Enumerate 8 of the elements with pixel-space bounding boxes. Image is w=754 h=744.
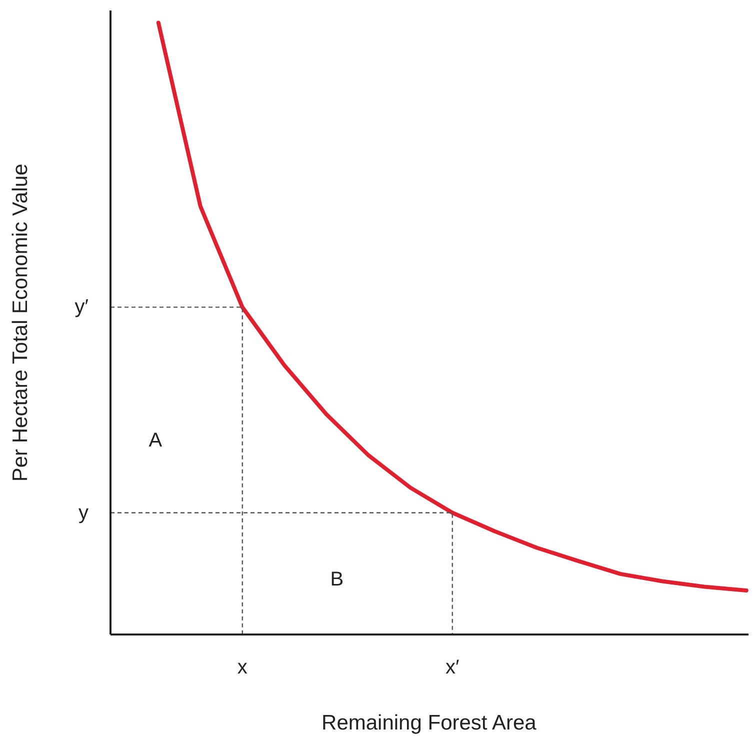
- annotation: A: [148, 430, 163, 452]
- ref-line-label: y′: [74, 296, 89, 318]
- y-axis-title: Per Hectare Total Economic Value: [8, 164, 32, 482]
- x-tick-label: x′: [446, 656, 460, 678]
- x-tick-label: x: [237, 656, 248, 678]
- x-axis-title: Remaining Forest Area: [322, 712, 537, 734]
- annotation: B: [330, 568, 344, 591]
- ref-line-label: y: [78, 502, 88, 524]
